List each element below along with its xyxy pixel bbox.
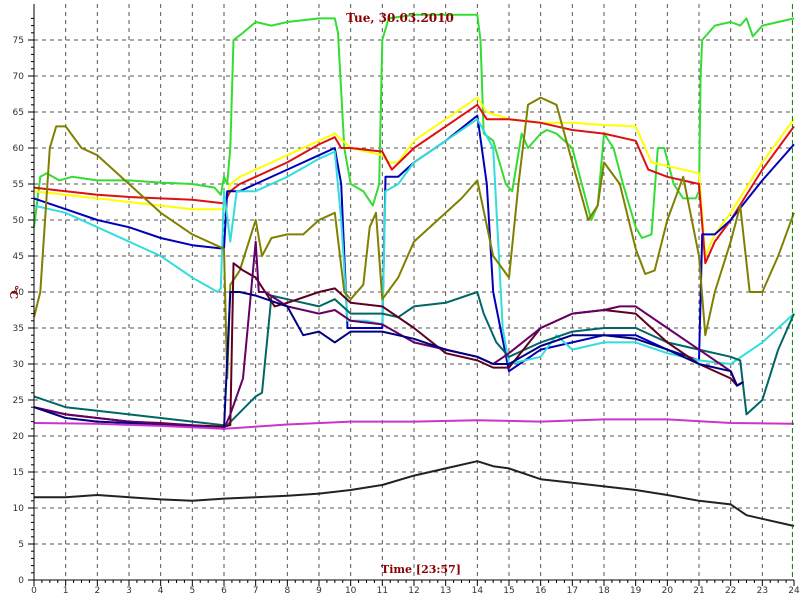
axes [28, 4, 795, 586]
y-tick-label: 20 [13, 432, 25, 442]
x-tick-label: 17 [567, 586, 578, 596]
y-tick-label: 0 [18, 576, 24, 586]
series-line-6 [33, 96, 795, 380]
x-tick-label: 2 [94, 586, 100, 596]
x-tick-label: 11 [377, 586, 388, 596]
x-tick-label: 12 [408, 586, 419, 596]
series-line-7 [33, 291, 795, 427]
series-line-9 [33, 240, 744, 430]
x-tick-label: 24 [788, 586, 800, 596]
y-tick-label: 30 [13, 360, 25, 370]
y-axis-label: °C [7, 285, 20, 300]
y-tick-label: 40 [13, 288, 25, 298]
x-tick-label: 18 [598, 586, 610, 596]
y-tick-label: 60 [13, 144, 25, 154]
series-line-11 [33, 418, 795, 430]
x-tick-label: 13 [440, 586, 451, 596]
x-tick-label: 8 [284, 586, 290, 596]
y-tick-label: 70 [13, 72, 25, 82]
x-tick-label: 9 [316, 586, 322, 596]
x-tick-label: 20 [662, 586, 674, 596]
x-tick-label: 14 [472, 586, 484, 596]
y-tick-label: 65 [13, 108, 24, 118]
x-tick-label: 19 [630, 586, 642, 596]
series-line-12 [34, 460, 795, 527]
series-line-2 [33, 96, 795, 257]
y-tick-label: 10 [13, 504, 25, 514]
x-axis-label: Time [23:57] [381, 563, 461, 576]
y-tick-label: 25 [13, 396, 24, 406]
x-tick-label: 0 [31, 586, 37, 596]
x-tick-label: 21 [693, 586, 704, 596]
x-tick-label: 10 [345, 586, 357, 596]
y-tick-label: 15 [13, 468, 24, 478]
y-tick-label: 50 [13, 216, 25, 226]
x-tick-label: 4 [158, 586, 164, 596]
x-tick-label: 15 [503, 586, 514, 596]
x-tick-label: 22 [725, 586, 736, 596]
x-tick-label: 7 [253, 586, 259, 596]
x-tick-label: 3 [126, 586, 132, 596]
grid [34, 4, 794, 580]
series-line-8 [33, 262, 744, 428]
x-tick-label: 16 [535, 586, 547, 596]
series-line-1 [33, 13, 795, 239]
x-tick-label: 1 [63, 586, 69, 596]
x-tick-label: 6 [221, 586, 227, 596]
series-lines [33, 13, 795, 527]
y-tick-label: 45 [13, 252, 24, 262]
series-line-10 [33, 291, 744, 430]
tick-labels: 0 1 2 3 4 5 6 7 8 9 10 11 12 13 14 15 16 17 18 19 20 21 22 23 24… [13, 36, 800, 596]
x-tick-label: 23 [757, 586, 768, 596]
x-tick-label: 5 [189, 586, 195, 596]
y-tick-label: 75 [13, 36, 24, 46]
y-tick-label: 5 [18, 540, 24, 550]
y-tick-label: 35 [13, 324, 24, 334]
y-tick-label: 55 [13, 180, 24, 190]
chart-title: Tue, 30.03.2010 [346, 11, 454, 25]
